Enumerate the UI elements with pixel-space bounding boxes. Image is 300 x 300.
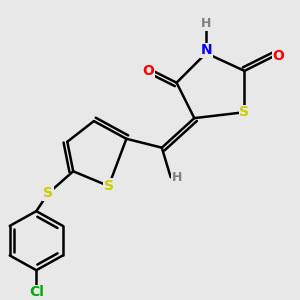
Text: S: S [239, 105, 250, 119]
Text: S: S [104, 179, 114, 193]
Text: Cl: Cl [29, 285, 44, 299]
Text: H: H [171, 171, 182, 184]
Text: N: N [200, 43, 212, 57]
Text: S: S [43, 186, 53, 200]
Text: O: O [272, 49, 284, 63]
Text: O: O [142, 64, 154, 78]
Text: H: H [201, 17, 211, 30]
